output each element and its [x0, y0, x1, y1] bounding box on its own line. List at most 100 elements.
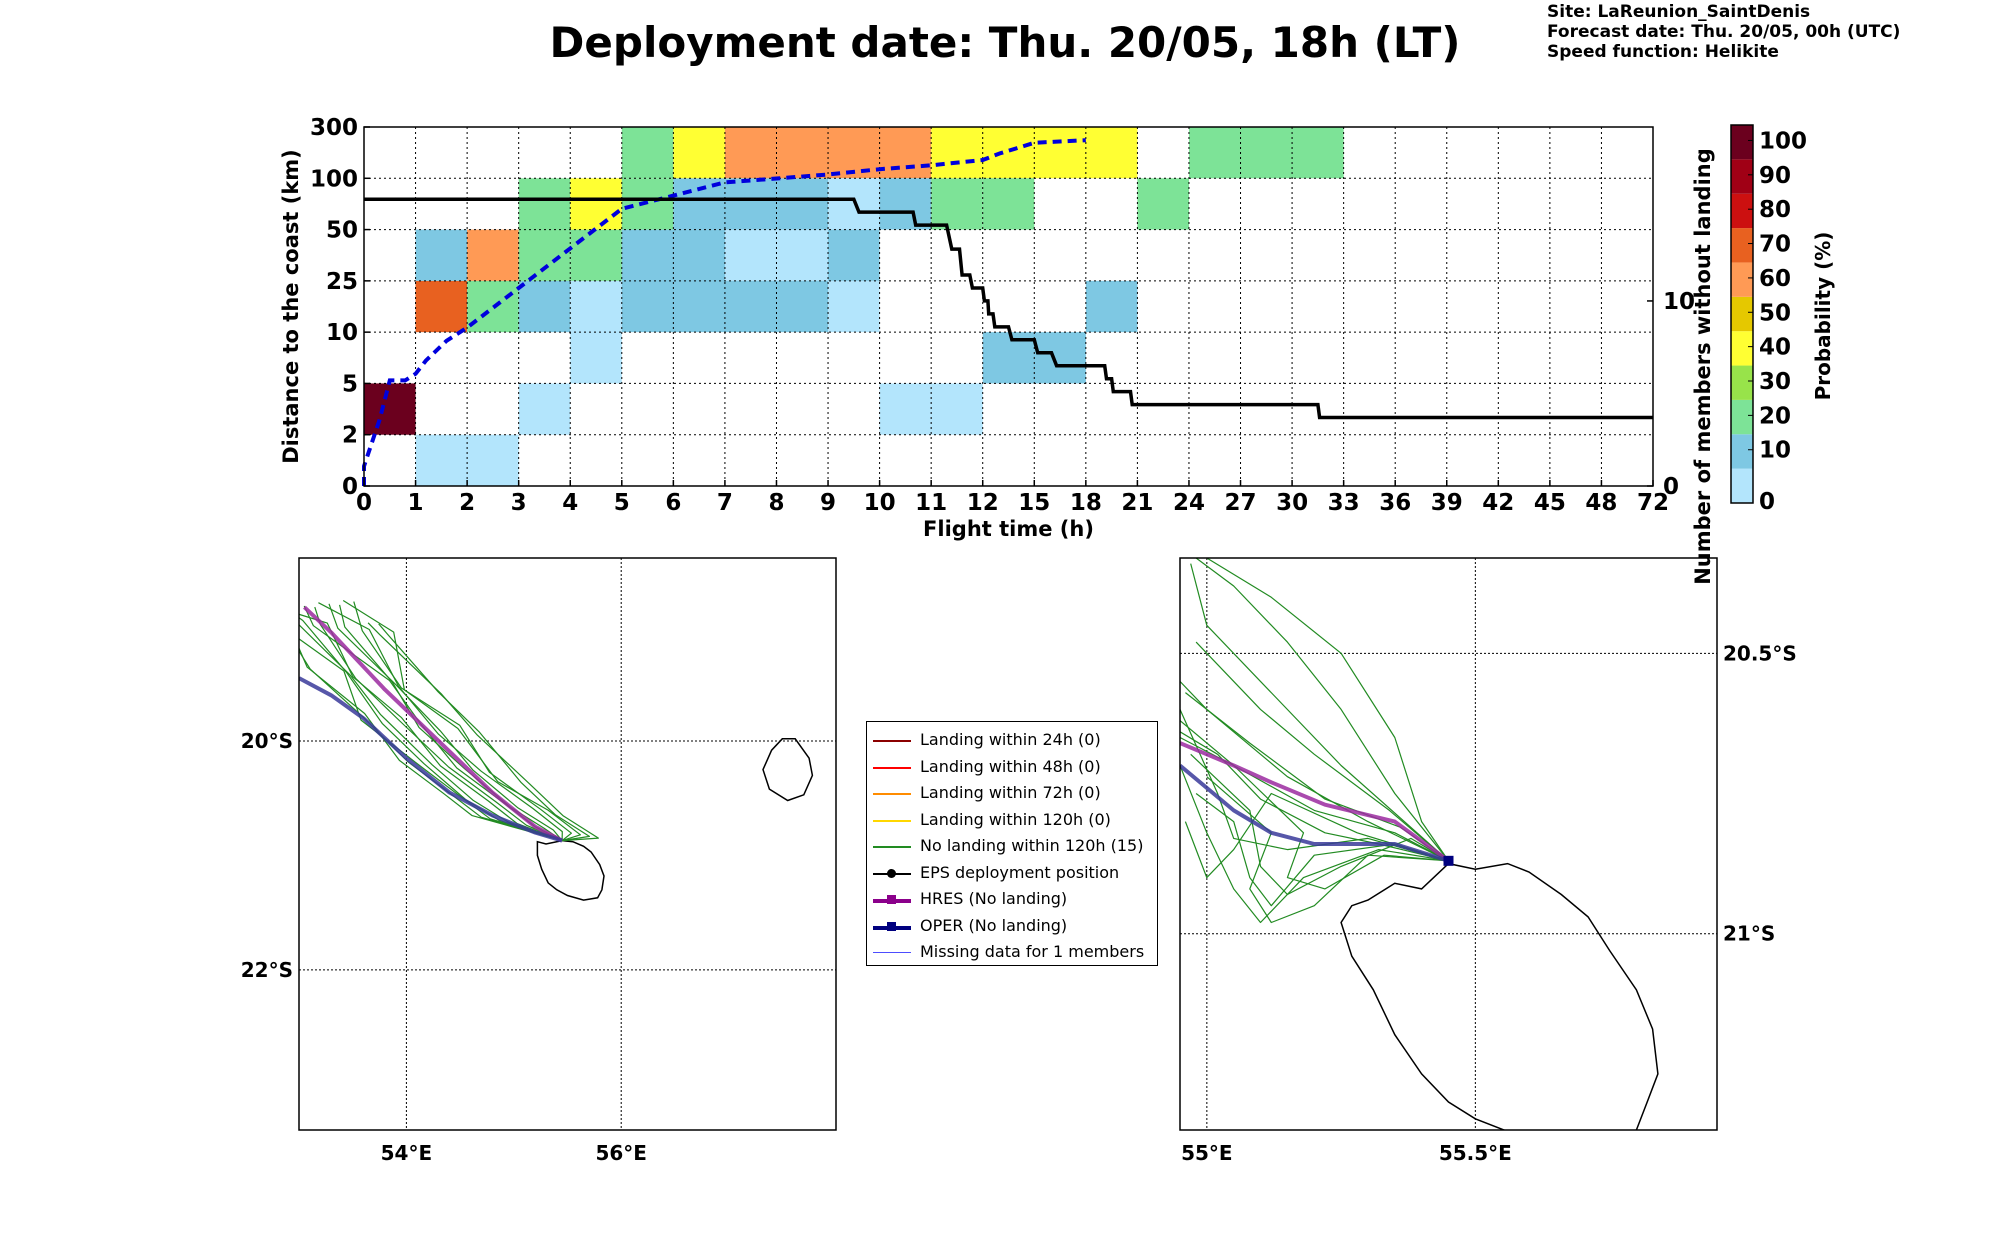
colorbar-segment [1731, 468, 1753, 503]
colorbar-segment [1731, 434, 1753, 469]
x-tick-label: 11 [915, 490, 947, 516]
colorbar-label: Probability (%) [1811, 232, 1835, 401]
x-tick-label: 4 [562, 490, 578, 516]
ensemble-trajectory [314, 606, 563, 842]
x-axis-label: Flight time (h) [923, 517, 1094, 541]
colorbar-tick-label: 80 [1759, 197, 1791, 223]
legend-item: OPER (No landing) [867, 914, 1157, 940]
x-tick-label: 5 [614, 490, 630, 516]
y-tick-label: 10 [326, 320, 358, 346]
ensemble-trajectory [339, 604, 563, 842]
x-tick-label: 21 [1121, 490, 1153, 516]
y-tick-label: 100 [310, 166, 358, 192]
legend-label: Missing data for 1 members [920, 942, 1145, 961]
ensemble-trajectory [342, 599, 581, 842]
heatmap-cell [415, 280, 468, 333]
latitude-label: 20.5°S [1723, 641, 1797, 665]
y-tick-label: 300 [310, 115, 358, 141]
longitude-label: 55.5°E [1439, 1141, 1512, 1165]
hres-trajectory [1180, 741, 1450, 863]
heatmap-cell [570, 229, 622, 281]
map-frame [1179, 557, 1718, 1131]
forecast-date-label: Forecast date: Thu. 20/05, 00h (UTC) [1547, 22, 1901, 42]
map-frame [298, 557, 837, 1131]
ensemble-trajectory [1206, 558, 1449, 862]
coastline [1340, 862, 1659, 1130]
page-title: Deployment date: Thu. 20/05, 18h (LT) [549, 18, 1461, 67]
ensemble-trajectory [367, 622, 599, 842]
map-content [299, 558, 836, 1130]
forecast-info: Site: LaReunion_SaintDenis Forecast date… [1547, 2, 1900, 62]
speed-function-label: Speed function: Helikite [1547, 42, 1779, 62]
ensemble-trajectory [1180, 709, 1449, 862]
x-tick-label: 3 [511, 490, 527, 516]
x-tick-label: 12 [967, 490, 999, 516]
square-marker-icon [887, 895, 896, 904]
legend-label: Landing within 48h (0) [920, 756, 1101, 776]
colorbar-tick-label: 10 [1759, 438, 1791, 464]
x-tick-label: 9 [820, 490, 836, 516]
heatmap-cell [570, 178, 622, 230]
x-tick-label: 39 [1431, 490, 1463, 516]
colorbar-tick-label: 50 [1759, 300, 1791, 326]
latitude-label: 22°S [241, 958, 293, 982]
y-tick-label: 25 [326, 269, 358, 295]
x-tick-label: 18 [1070, 490, 1102, 516]
x-tick-label: 10 [864, 490, 896, 516]
legend-item: Landing within 120h (0) [867, 808, 1157, 834]
circle-marker-icon [887, 868, 896, 878]
x-tick-label: 6 [665, 490, 681, 516]
legend-item: EPS deployment position [867, 861, 1157, 887]
legend-label: Landing within 72h (0) [920, 783, 1101, 802]
ensemble-trajectory [299, 624, 563, 842]
map-right: 55°E 55.5°E 20.5°S 21°S [1179, 557, 1797, 1165]
latitude-label: 20°S [241, 729, 293, 753]
ensemble-trajectory [1180, 765, 1449, 924]
ensemble-trajectory [1180, 731, 1449, 862]
x-tick-label: 7 [717, 490, 733, 516]
legend-swatch [873, 952, 911, 953]
site-label: Site: LaReunion_SaintDenis [1547, 2, 1811, 22]
square-marker-icon [887, 921, 896, 931]
heatmap-cell [828, 280, 880, 333]
x-tick-label: 27 [1225, 490, 1257, 516]
colorbar-segment [1731, 228, 1753, 263]
heatmap-cell [879, 383, 983, 435]
legend-item: Landing within 24h (0) [867, 728, 1157, 754]
coastline [762, 738, 814, 802]
x-tick-label: 72 [1637, 490, 1669, 516]
colorbar: 0 10 20 30 40 50 60 70 80 90 100 Probability (%) [1730, 124, 1835, 515]
probability-dashed-line [362, 138, 1086, 486]
ensemble-trajectory [318, 602, 563, 841]
heatmap-cell [1188, 127, 1344, 179]
heatmap-cell [931, 178, 983, 230]
ensemble-trajectory [1185, 692, 1449, 862]
colorbar-tick-label: 90 [1759, 163, 1791, 189]
ensemble-trajectory [1184, 792, 1449, 879]
colorbar-segment [1731, 331, 1753, 366]
longitude-label: 54°E [381, 1141, 433, 1165]
colorbar-tick-label: 40 [1759, 335, 1791, 361]
heatmap-cell [673, 178, 829, 230]
ensemble-trajectory [1195, 558, 1449, 862]
heatmap-cell [621, 127, 674, 179]
heatmap-cell [1137, 178, 1189, 230]
y-axis-label: Distance to the coast (km) [279, 149, 303, 464]
hres-trajectory [303, 605, 564, 843]
x-tick-label: 15 [1018, 490, 1050, 516]
x-tick-label: 45 [1534, 490, 1566, 516]
x-tick-label: 42 [1482, 490, 1514, 516]
colorbar-segment [1731, 296, 1753, 332]
legend-item: No landing within 120h (15) [867, 834, 1157, 860]
y2-axis-label: Number of members without landing [1691, 148, 1715, 585]
legend-item: Missing data for 1 members [867, 940, 1157, 966]
heatmap-cell [415, 229, 468, 281]
heatmap-cell [570, 280, 622, 384]
colorbar-segment [1731, 399, 1753, 435]
x-tick-label: 8 [768, 490, 784, 516]
longitude-label: 56°E [595, 1141, 647, 1165]
x-tick-label: 30 [1276, 490, 1308, 516]
heatmap-cell [828, 229, 880, 281]
map-content [1180, 558, 1717, 1130]
